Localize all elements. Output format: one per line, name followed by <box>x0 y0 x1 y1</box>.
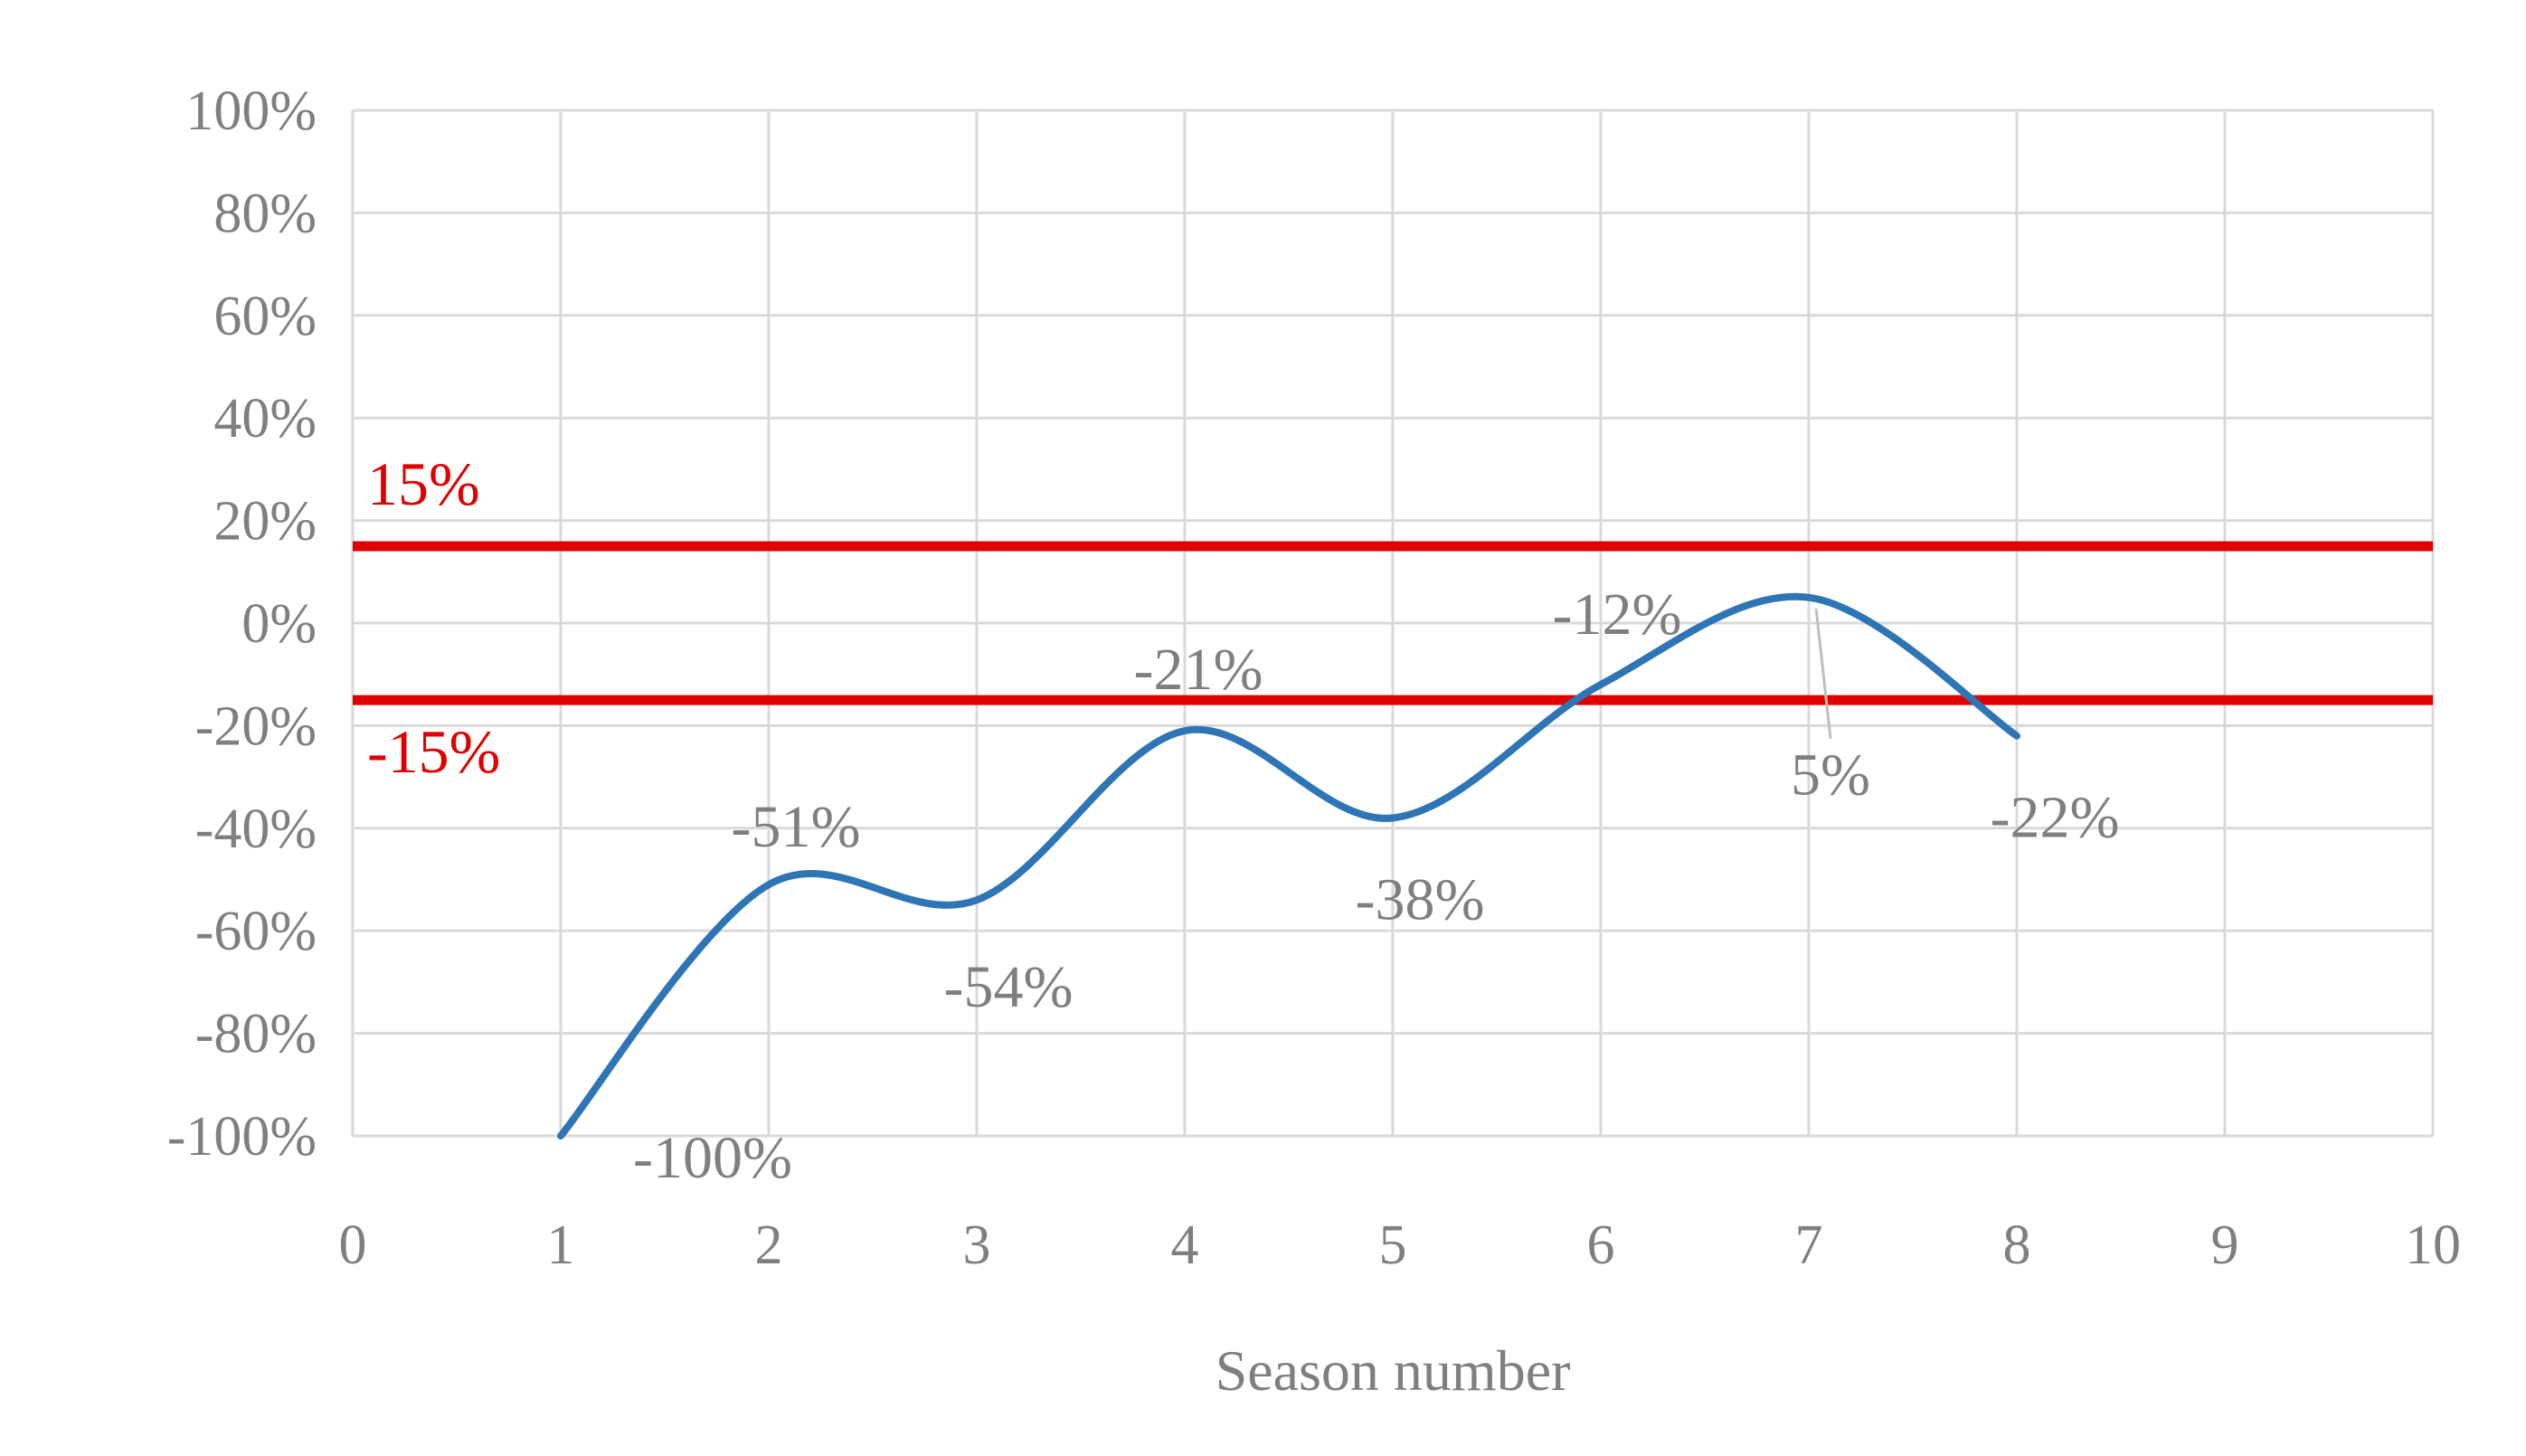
y-tick-label: 80% <box>213 183 317 244</box>
x-tick-label: 4 <box>1171 1215 1199 1276</box>
y-tick-label: 20% <box>213 491 317 553</box>
y-tick-label: -80% <box>195 1004 317 1065</box>
y-tick-label: -20% <box>195 695 317 757</box>
y-tick-label: 100% <box>185 80 317 142</box>
x-axis-labels: 0 1 2 3 4 5 6 7 8 9 10 <box>339 1215 2462 1276</box>
reference-lines: 15% -15% <box>353 449 2433 786</box>
y-tick-label: 0% <box>241 593 317 655</box>
y-tick-label: 60% <box>213 286 317 347</box>
y-tick-label: -60% <box>195 901 317 962</box>
reference-line-label: 15% <box>367 449 480 518</box>
x-tick-label: 0 <box>339 1215 367 1276</box>
x-axis-title: Season number <box>1216 1338 1571 1403</box>
data-point-label: -12% <box>1553 581 1682 648</box>
x-tick-label: 9 <box>2211 1215 2239 1276</box>
y-tick-label: -40% <box>195 799 317 860</box>
y-tick-label: 40% <box>213 388 317 449</box>
data-point-label: 5% <box>1791 742 1870 808</box>
gridlines <box>351 109 2435 1138</box>
x-tick-label: 2 <box>755 1215 783 1276</box>
data-point-label: -21% <box>1134 637 1263 703</box>
data-point-label: -54% <box>944 954 1074 1020</box>
x-tick-label: 1 <box>547 1215 575 1276</box>
x-tick-label: 8 <box>2003 1215 2031 1276</box>
x-tick-label: 10 <box>2405 1215 2461 1276</box>
x-tick-label: 7 <box>1795 1215 1823 1276</box>
series-line <box>557 592 2020 1139</box>
data-labels: -100% -51% -54% -21% -38% -12% 5% -22% <box>633 581 2119 1191</box>
data-point-label: -100% <box>633 1125 792 1191</box>
x-tick-label: 3 <box>963 1215 991 1276</box>
series-path <box>557 592 2020 1139</box>
y-axis-labels: 100% 80% 60% 40% 20% 0% -20% -40% -60% -80% -100% <box>167 80 317 1168</box>
x-tick-label: 6 <box>1587 1215 1615 1276</box>
y-tick-label: -100% <box>167 1106 317 1168</box>
data-point-label: -38% <box>1356 867 1485 933</box>
reference-line-label: -15% <box>367 717 500 786</box>
x-tick-label: 5 <box>1379 1215 1407 1276</box>
label-leader-line <box>1814 608 1832 739</box>
data-point-label: -22% <box>1991 785 2120 851</box>
data-point-label: -51% <box>732 794 861 860</box>
